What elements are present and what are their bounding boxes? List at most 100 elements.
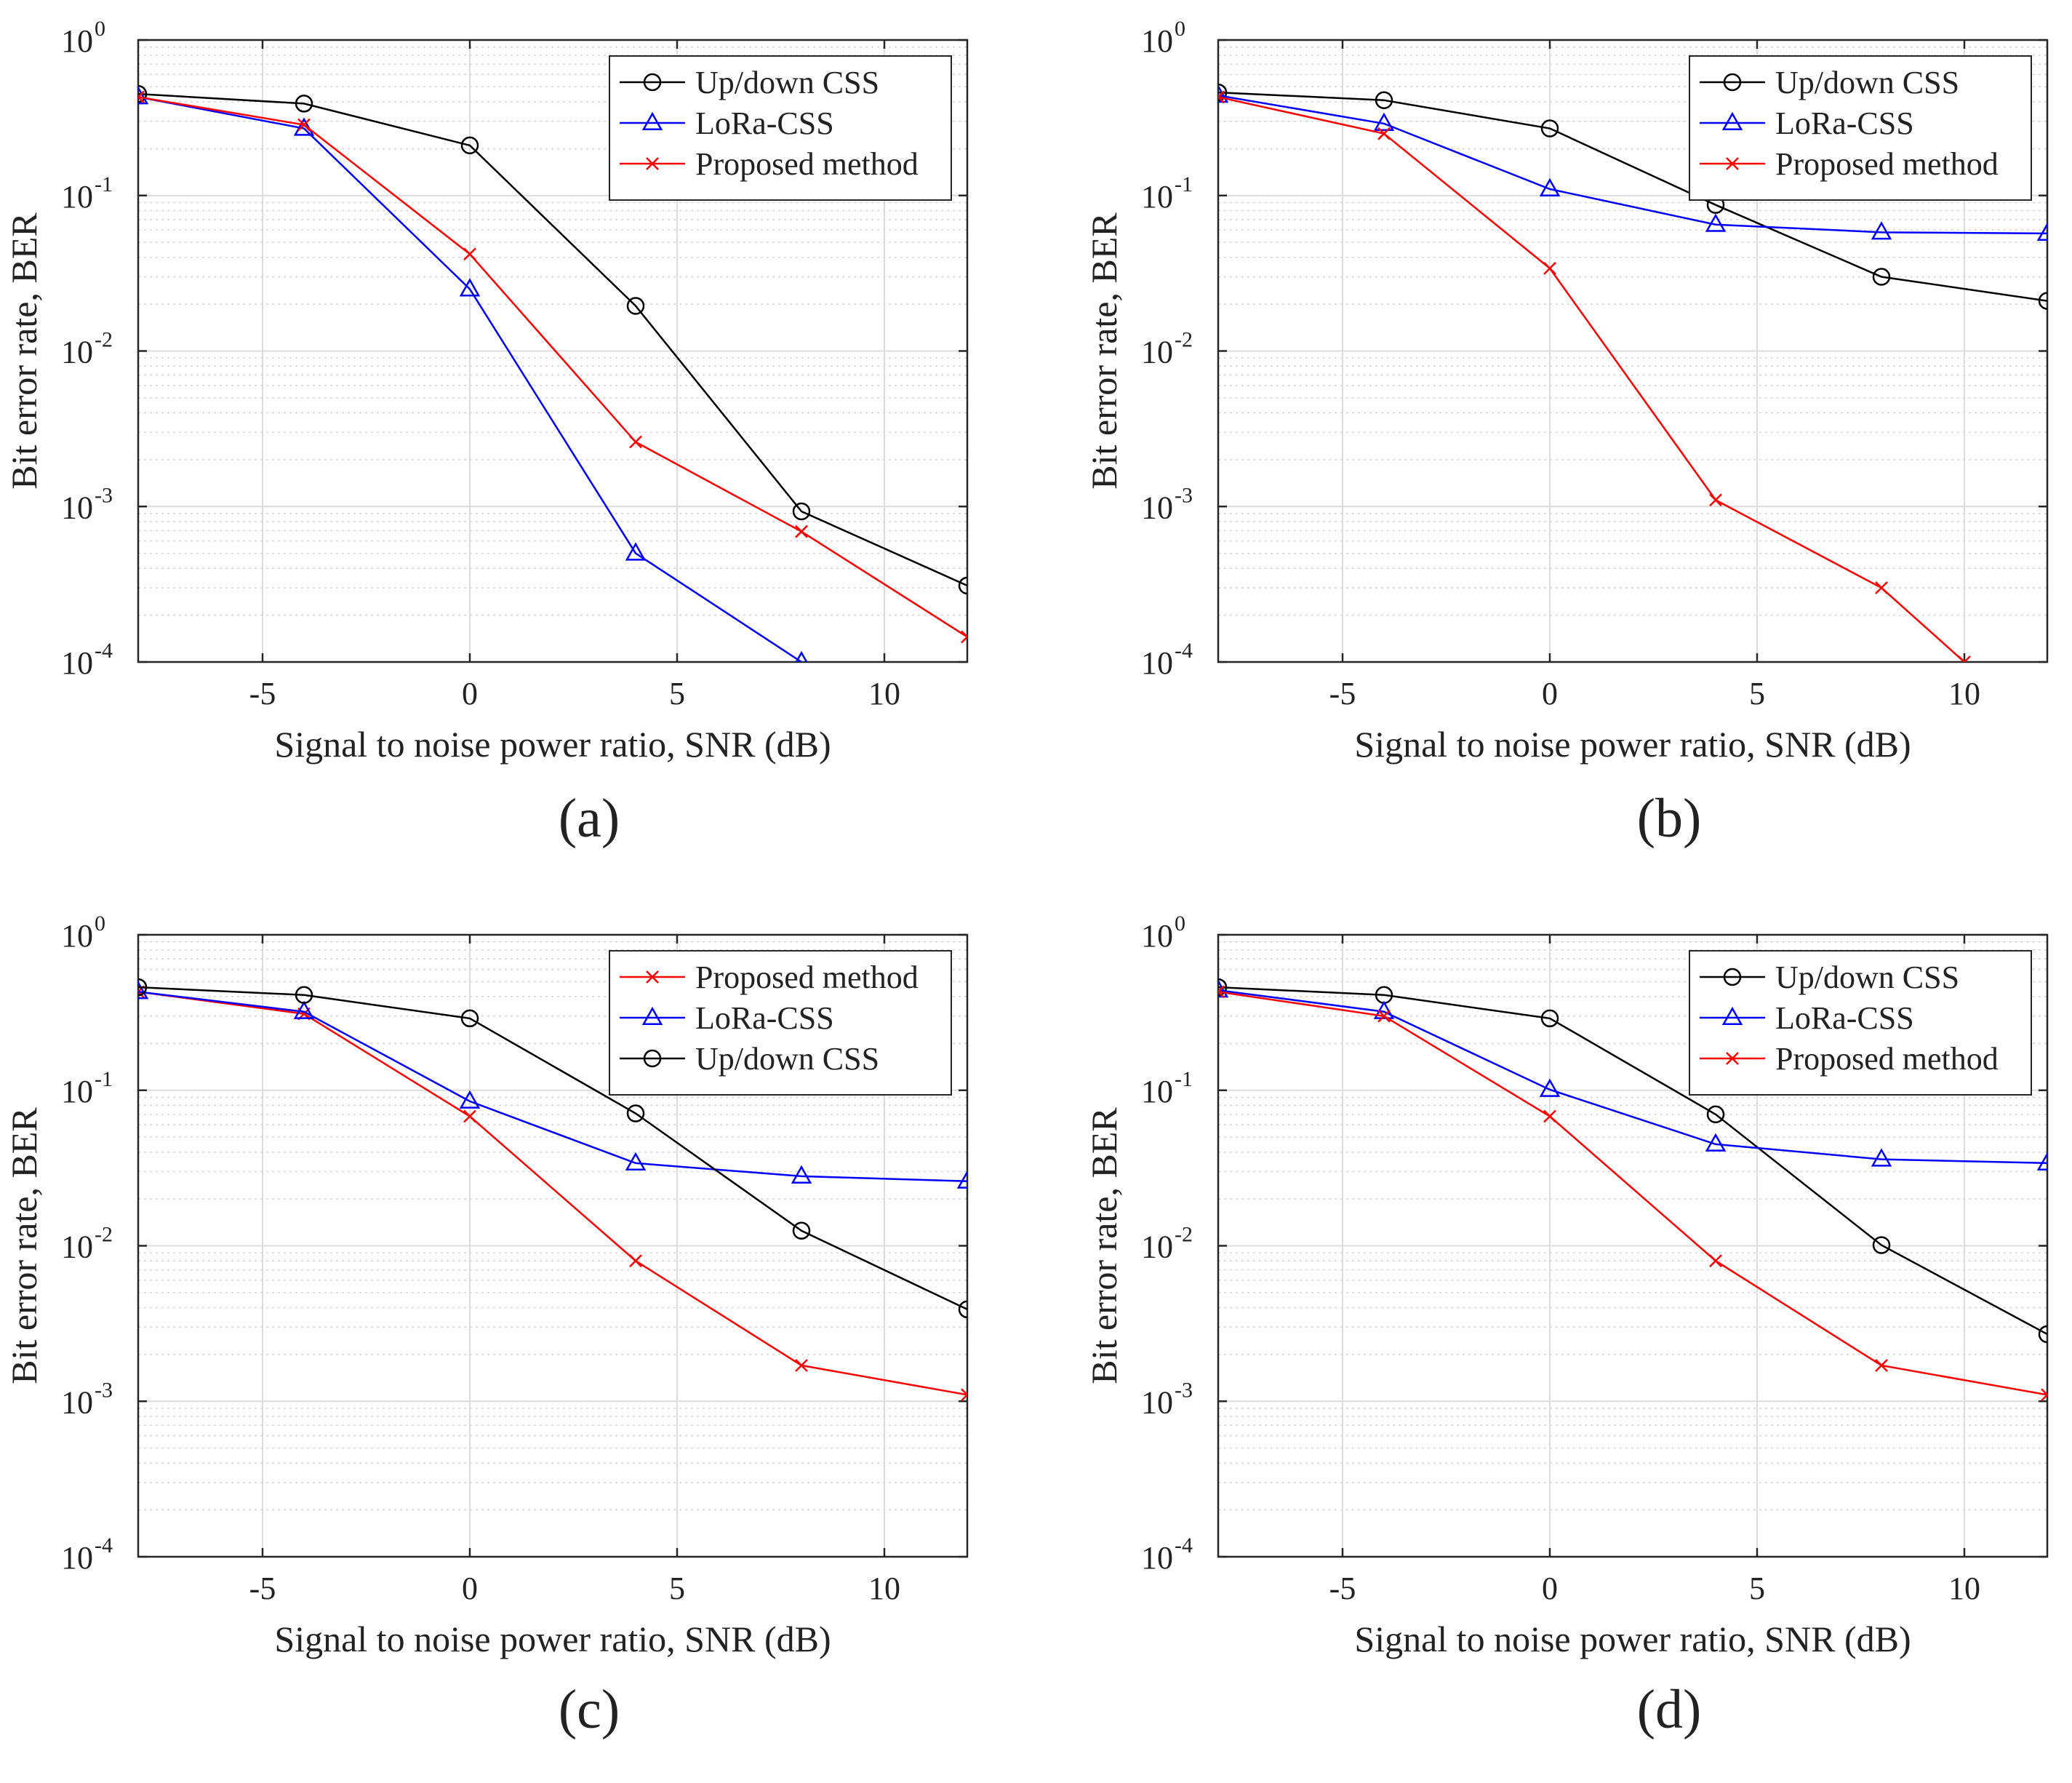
legend-swatch-marker bbox=[1721, 1006, 1743, 1026]
series-group bbox=[1218, 83, 2047, 662]
data-point bbox=[1871, 1148, 1892, 1167]
data-point bbox=[295, 95, 313, 113]
panel-label: (d) bbox=[1637, 1679, 1702, 1740]
series-line bbox=[1218, 96, 1965, 662]
y-tick-label: 10 -2 bbox=[61, 328, 113, 370]
data-point bbox=[1218, 979, 1229, 998]
y-tick-exponent: 0 bbox=[95, 17, 105, 41]
y-tick-label: 10 -1 bbox=[61, 172, 113, 215]
series-lora-css bbox=[1218, 979, 2047, 1170]
y-tick-label: 10 -1 bbox=[1141, 172, 1193, 215]
x-tick-label: -5 bbox=[1329, 676, 1356, 711]
legend-label: Proposed method bbox=[695, 146, 919, 182]
data-point bbox=[1872, 1236, 1891, 1254]
series-lora-css bbox=[138, 981, 967, 1189]
data-point bbox=[2036, 1152, 2047, 1170]
y-tick-exponent: -2 bbox=[95, 1223, 113, 1247]
data-point bbox=[1540, 1009, 1559, 1028]
legend-label: LoRa-CSS bbox=[1775, 1000, 1914, 1036]
data-point bbox=[1218, 978, 1228, 997]
data-point bbox=[138, 978, 148, 997]
y-tick-base: 10 bbox=[1141, 1384, 1173, 1420]
legend: Up/down CSS LoRa-CSS Proposed method bbox=[1689, 55, 2032, 201]
y-tick-label: 10 -4 bbox=[1141, 1533, 1193, 1576]
y-tick-label: 10 -3 bbox=[61, 1378, 113, 1420]
series-line bbox=[138, 991, 967, 1396]
legend-swatch-marker bbox=[646, 970, 659, 984]
y-tick-base: 10 bbox=[61, 645, 93, 681]
y-tick-label: 10 0 bbox=[61, 912, 105, 954]
legend-swatch-marker bbox=[1726, 1052, 1739, 1065]
y-tick-base: 10 bbox=[61, 490, 93, 525]
legend-entry: LoRa-CSS bbox=[1700, 105, 1914, 141]
y-tick-label: 10 -3 bbox=[1141, 483, 1193, 525]
x-tick-label: 10 bbox=[868, 676, 900, 711]
x-tick-label: -5 bbox=[1329, 1571, 1356, 1606]
legend: Proposed method LoRa-CSS Up/down CSS bbox=[609, 950, 952, 1096]
legend-label: Proposed method bbox=[1775, 146, 1999, 182]
legend-entry: Up/down CSS bbox=[620, 65, 879, 100]
y-axis-label: Bit error rate, BER bbox=[4, 212, 44, 490]
series-line bbox=[1218, 989, 2047, 1165]
data-point bbox=[1543, 262, 1556, 275]
series-proposed-method bbox=[1218, 985, 2047, 1402]
x-axis-label: Signal to noise power ratio, SNR (dB) bbox=[274, 1619, 831, 1659]
legend-box bbox=[609, 950, 952, 1096]
data-point bbox=[1709, 493, 1722, 507]
series-proposed-method bbox=[138, 90, 967, 644]
data-point bbox=[1375, 91, 1393, 110]
y-tick-exponent: -3 bbox=[95, 1378, 113, 1402]
legend-entry: LoRa-CSS bbox=[1700, 1000, 1914, 1036]
y-tick-base: 10 bbox=[61, 335, 93, 370]
legend-entry: Proposed method bbox=[620, 146, 919, 182]
legend-entry: Up/down CSS bbox=[1700, 960, 1959, 995]
y-tick-base: 10 bbox=[61, 1074, 93, 1109]
data-point bbox=[138, 981, 149, 1000]
data-point bbox=[459, 1090, 481, 1109]
data-point bbox=[1706, 1105, 1725, 1124]
data-point bbox=[297, 118, 311, 132]
legend-entry: Proposed method bbox=[1700, 146, 1999, 182]
legend-entry: Up/down CSS bbox=[1700, 65, 1959, 100]
data-point bbox=[1543, 1109, 1556, 1123]
x-tick-label: 0 bbox=[1542, 676, 1558, 711]
legend-entry: Proposed method bbox=[620, 960, 919, 995]
y-tick-exponent: -1 bbox=[95, 1067, 113, 1091]
legend-label: LoRa-CSS bbox=[1775, 105, 1914, 141]
x-axis-label: Signal to noise power ratio, SNR (dB) bbox=[1354, 1619, 1911, 1659]
data-point bbox=[1377, 127, 1391, 140]
series-group bbox=[138, 978, 967, 1402]
data-point bbox=[1373, 1000, 1395, 1019]
data-point bbox=[293, 117, 315, 136]
series-up-down-css bbox=[1218, 83, 2047, 310]
y-tick-base: 10 bbox=[1141, 1229, 1173, 1265]
y-tick-base: 10 bbox=[1141, 335, 1173, 370]
series-line bbox=[138, 96, 967, 638]
series-line bbox=[1218, 991, 2047, 1396]
series-up-down-css bbox=[1218, 978, 2047, 1344]
legend-swatch-marker bbox=[641, 1006, 663, 1026]
series-lora-css bbox=[138, 86, 808, 662]
x-tick-label: -5 bbox=[249, 676, 276, 711]
panel-label: (c) bbox=[559, 1679, 620, 1740]
data-point bbox=[961, 1388, 967, 1402]
legend-entry: Up/down CSS bbox=[620, 1041, 879, 1077]
series-lora-css bbox=[1218, 84, 2047, 241]
data-point bbox=[138, 86, 149, 105]
data-point bbox=[629, 1254, 642, 1268]
legend-swatch-marker bbox=[641, 111, 663, 131]
data-point bbox=[1875, 581, 1888, 594]
data-point bbox=[1705, 213, 1727, 232]
legend-swatch-marker bbox=[1721, 111, 1743, 131]
legend: Up/down CSS LoRa-CSS Proposed method bbox=[609, 55, 952, 201]
y-axis-label: Bit error rate, BER bbox=[4, 1107, 44, 1384]
legend-swatch-marker bbox=[1723, 73, 1742, 92]
series-group bbox=[138, 84, 967, 662]
y-axis-label: Bit error rate, BER bbox=[1084, 212, 1124, 490]
grid bbox=[138, 934, 967, 1557]
legend-box bbox=[609, 55, 952, 201]
